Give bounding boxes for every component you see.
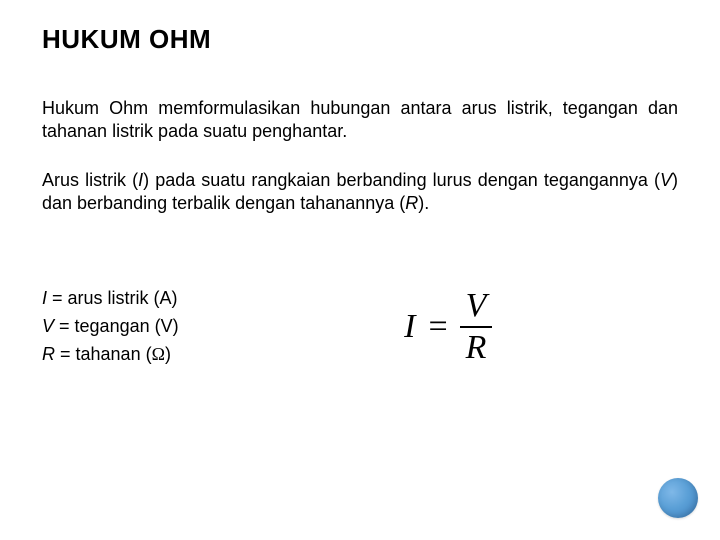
paragraph-description: Arus listrik (I) pada suatu rangkaian be… [42,169,678,215]
formula-numerator: V [460,288,493,326]
formula-container: I = V R [219,288,678,365]
symbol-R: R [42,344,55,364]
symbol-R: R [405,193,418,213]
definitions-and-formula: I = arus listrik (A) V = tegangan (V) R … [42,285,678,369]
ohms-law-formula: I = V R [404,288,492,365]
definition-I: I = arus listrik (A) [42,285,179,313]
symbol-V: V [660,170,672,190]
text-run: ) pada suatu rangkaian berbanding lurus … [143,170,660,190]
text-run: ). [418,193,429,213]
slide: HUKUM OHM Hukum Ohm memformulasikan hubu… [0,0,720,540]
formula-denominator: R [460,328,493,366]
definition-R: R = tahanan (Ω) [42,341,179,369]
formula-equals: = [428,308,447,346]
symbol-V: V [42,316,54,336]
decorative-circle-icon [658,478,698,518]
formula-fraction: V R [460,288,493,365]
definition-text: = tahanan ( [55,344,152,364]
definition-text: = arus listrik (A) [47,288,178,308]
definition-text: = tegangan (V) [54,316,179,336]
definition-V: V = tegangan (V) [42,313,179,341]
text-run: Arus listrik ( [42,170,138,190]
formula-lhs: I [404,308,416,346]
ohm-symbol: Ω [152,344,165,364]
definition-text: ) [165,344,171,364]
paragraph-intro: Hukum Ohm memformulasikan hubungan antar… [42,97,678,143]
definitions-list: I = arus listrik (A) V = tegangan (V) R … [42,285,179,369]
page-title: HUKUM OHM [42,24,678,55]
